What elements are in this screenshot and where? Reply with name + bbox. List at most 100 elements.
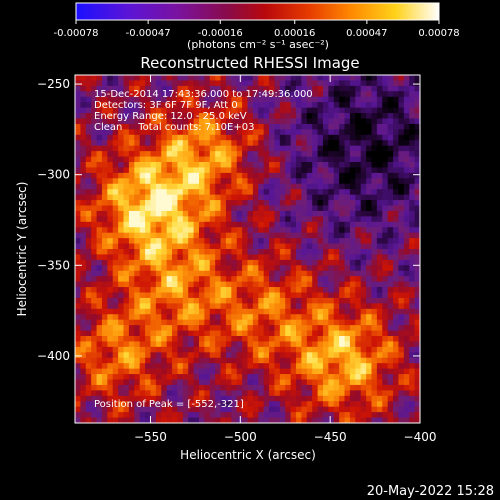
heatmap-cell <box>387 205 394 212</box>
heatmap-cell <box>101 232 108 239</box>
heatmap-cell <box>198 254 205 261</box>
heatmap-cell <box>393 107 400 114</box>
heatmap-cell <box>328 167 335 174</box>
heatmap-cell <box>134 325 141 332</box>
heatmap-cell <box>236 287 243 294</box>
heatmap-cell <box>344 243 351 250</box>
heatmap-cell <box>366 352 373 359</box>
heatmap-cell <box>134 249 141 256</box>
heatmap-cell <box>279 172 286 179</box>
heatmap-cell <box>150 368 157 375</box>
heatmap-cell <box>301 216 308 223</box>
heatmap-cell <box>376 368 383 375</box>
heatmap-cell <box>296 390 303 397</box>
heatmap-cell <box>204 129 211 136</box>
heatmap-cell <box>155 390 162 397</box>
heatmap-cell <box>188 374 195 381</box>
heatmap-cell <box>252 292 259 299</box>
heatmap-cell <box>96 287 103 294</box>
heatmap-cell <box>236 232 243 239</box>
heatmap-cell <box>360 401 367 408</box>
heatmap-cell <box>242 270 249 277</box>
heatmap-cell <box>290 107 297 114</box>
heatmap-cell <box>155 227 162 234</box>
heatmap-cell <box>414 325 420 332</box>
heatmap-cell <box>75 368 81 375</box>
heatmap-cell <box>339 259 346 266</box>
heatmap-cell <box>96 249 103 256</box>
heatmap-cell <box>128 357 135 364</box>
heatmap-cell <box>155 357 162 364</box>
heatmap-cell <box>322 91 329 98</box>
heatmap-cell <box>193 145 200 152</box>
heatmap-cell <box>360 151 367 158</box>
heatmap-cell <box>231 85 238 92</box>
heatmap-cell <box>371 227 378 234</box>
heatmap-cell <box>123 379 130 386</box>
heatmap-cell <box>177 102 184 109</box>
heatmap-cell <box>403 287 410 294</box>
heatmap-cell <box>339 254 346 261</box>
heatmap-cell <box>258 303 265 310</box>
heatmap-cell <box>301 384 308 391</box>
heatmap-cell <box>101 102 108 109</box>
heatmap-cell <box>134 346 141 353</box>
heatmap-cell <box>215 374 222 381</box>
heatmap-cell <box>252 401 259 408</box>
heatmap-cell <box>150 287 157 294</box>
heatmap-cell <box>403 91 410 98</box>
heatmap-cell <box>322 227 329 234</box>
heatmap-cell <box>269 194 276 201</box>
heatmap-cell <box>333 205 340 212</box>
heatmap-cell <box>204 80 211 87</box>
heatmap-cell <box>145 390 152 397</box>
heatmap-cell <box>414 216 420 223</box>
heatmap-cell <box>128 303 135 310</box>
heatmap-cell <box>75 75 81 82</box>
heatmap-cell <box>339 270 346 277</box>
heatmap-cell <box>322 357 329 364</box>
heatmap-cell <box>263 368 270 375</box>
heatmap-cell <box>355 243 362 250</box>
heatmap-cell <box>263 374 270 381</box>
heatmap-cell <box>128 162 135 169</box>
heatmap-cell <box>269 379 276 386</box>
heatmap-cell <box>101 221 108 228</box>
heatmap-cell <box>382 357 389 364</box>
heatmap-cell <box>296 243 303 250</box>
heatmap-cell <box>91 379 98 386</box>
heatmap-cell <box>258 129 265 136</box>
heatmap-cell <box>279 129 286 136</box>
heatmap-cell <box>150 249 157 256</box>
heatmap-cell <box>101 134 108 141</box>
heatmap-cell <box>398 129 405 136</box>
heatmap-cell <box>182 243 189 250</box>
heatmap-cell <box>155 178 162 185</box>
heatmap-cell <box>296 129 303 136</box>
heatmap-cell <box>107 210 114 217</box>
heatmap-cell <box>344 140 351 147</box>
heatmap-cell <box>312 183 319 190</box>
heatmap-cell <box>209 178 216 185</box>
heatmap-cell <box>393 281 400 288</box>
heatmap-cell <box>371 412 378 419</box>
heatmap-cell <box>328 85 335 92</box>
heatmap-cell <box>398 151 405 158</box>
heatmap-cell <box>247 91 254 98</box>
heatmap-cell <box>269 406 276 413</box>
heatmap-cell <box>225 194 232 201</box>
heatmap-cell <box>220 102 227 109</box>
heatmap-cell <box>161 85 168 92</box>
heatmap-cell <box>75 249 81 256</box>
heatmap-cell <box>107 341 114 348</box>
heatmap-cell <box>344 325 351 332</box>
heatmap-cell <box>371 96 378 103</box>
heatmap-cell <box>209 412 216 419</box>
heatmap-cell <box>188 406 195 413</box>
heatmap-cell <box>317 96 324 103</box>
heatmap-cell <box>333 156 340 163</box>
heatmap-cell <box>279 91 286 98</box>
heatmap-cell <box>139 417 146 423</box>
heatmap-cell <box>371 357 378 364</box>
heatmap-cell <box>247 238 254 245</box>
